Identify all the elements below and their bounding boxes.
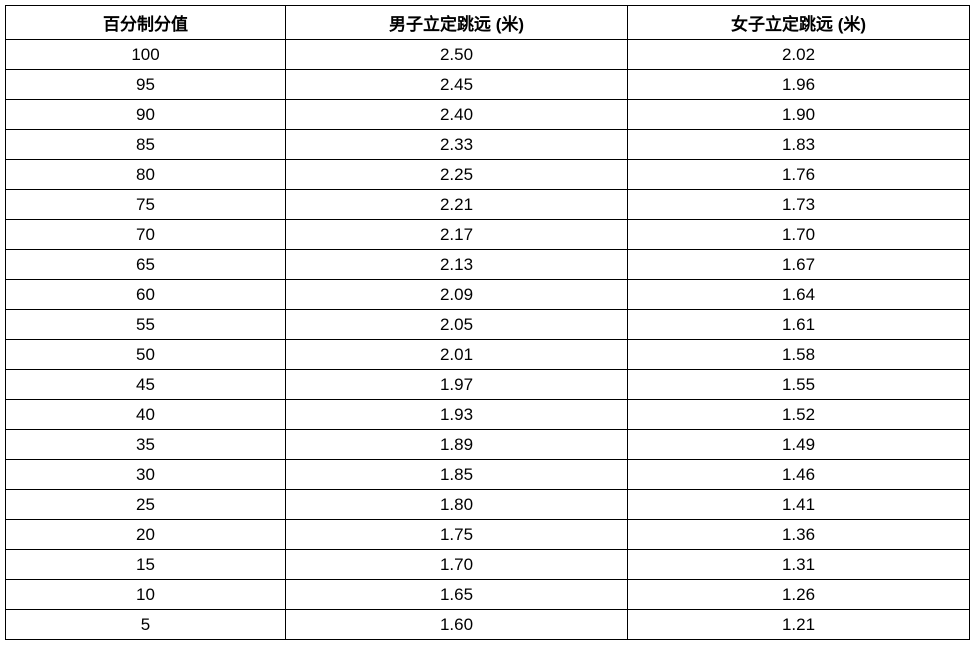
table-cell: 1.64 bbox=[628, 280, 970, 310]
table-cell: 35 bbox=[6, 430, 286, 460]
table-cell: 15 bbox=[6, 550, 286, 580]
header-row: 百分制分值 男子立定跳远 (米) 女子立定跳远 (米) bbox=[6, 6, 970, 40]
table-cell: 1.31 bbox=[628, 550, 970, 580]
table-row: 852.331.83 bbox=[6, 130, 970, 160]
table-cell: 50 bbox=[6, 340, 286, 370]
table-cell: 20 bbox=[6, 520, 286, 550]
table-cell: 75 bbox=[6, 190, 286, 220]
table-row: 301.851.46 bbox=[6, 460, 970, 490]
table-row: 401.931.52 bbox=[6, 400, 970, 430]
table-cell: 90 bbox=[6, 100, 286, 130]
col-header-male-jump: 男子立定跳远 (米) bbox=[286, 6, 628, 40]
table-header: 百分制分值 男子立定跳远 (米) 女子立定跳远 (米) bbox=[6, 6, 970, 40]
table-cell: 1.41 bbox=[628, 490, 970, 520]
table-cell: 100 bbox=[6, 40, 286, 70]
score-table: 百分制分值 男子立定跳远 (米) 女子立定跳远 (米) 1002.502.029… bbox=[5, 5, 970, 640]
table-cell: 1.21 bbox=[628, 610, 970, 640]
table-cell: 70 bbox=[6, 220, 286, 250]
table-row: 1002.502.02 bbox=[6, 40, 970, 70]
table-cell: 2.21 bbox=[286, 190, 628, 220]
table-cell: 25 bbox=[6, 490, 286, 520]
table-cell: 1.85 bbox=[286, 460, 628, 490]
table-row: 902.401.90 bbox=[6, 100, 970, 130]
table-row: 752.211.73 bbox=[6, 190, 970, 220]
table-row: 51.601.21 bbox=[6, 610, 970, 640]
table-cell: 2.05 bbox=[286, 310, 628, 340]
table-cell: 5 bbox=[6, 610, 286, 640]
table-cell: 1.96 bbox=[628, 70, 970, 100]
table-row: 952.451.96 bbox=[6, 70, 970, 100]
table-cell: 1.49 bbox=[628, 430, 970, 460]
table-cell: 1.60 bbox=[286, 610, 628, 640]
table-cell: 1.46 bbox=[628, 460, 970, 490]
table-row: 652.131.67 bbox=[6, 250, 970, 280]
table-row: 351.891.49 bbox=[6, 430, 970, 460]
table-cell: 2.02 bbox=[628, 40, 970, 70]
table-cell: 45 bbox=[6, 370, 286, 400]
table-cell: 1.58 bbox=[628, 340, 970, 370]
table-cell: 95 bbox=[6, 70, 286, 100]
table-cell: 2.13 bbox=[286, 250, 628, 280]
table-row: 251.801.41 bbox=[6, 490, 970, 520]
table-cell: 1.65 bbox=[286, 580, 628, 610]
col-header-female-jump: 女子立定跳远 (米) bbox=[628, 6, 970, 40]
table-cell: 1.89 bbox=[286, 430, 628, 460]
table-row: 802.251.76 bbox=[6, 160, 970, 190]
table-row: 502.011.58 bbox=[6, 340, 970, 370]
table-cell: 1.55 bbox=[628, 370, 970, 400]
table-row: 101.651.26 bbox=[6, 580, 970, 610]
table-cell: 1.70 bbox=[628, 220, 970, 250]
table-cell: 2.50 bbox=[286, 40, 628, 70]
table-cell: 2.17 bbox=[286, 220, 628, 250]
table-cell: 2.09 bbox=[286, 280, 628, 310]
table-row: 702.171.70 bbox=[6, 220, 970, 250]
table-cell: 1.90 bbox=[628, 100, 970, 130]
table-cell: 60 bbox=[6, 280, 286, 310]
table-cell: 10 bbox=[6, 580, 286, 610]
table-cell: 85 bbox=[6, 130, 286, 160]
col-header-score: 百分制分值 bbox=[6, 6, 286, 40]
table-cell: 1.67 bbox=[628, 250, 970, 280]
table-cell: 1.97 bbox=[286, 370, 628, 400]
table-cell: 1.26 bbox=[628, 580, 970, 610]
table-row: 451.971.55 bbox=[6, 370, 970, 400]
table-cell: 1.76 bbox=[628, 160, 970, 190]
table-cell: 40 bbox=[6, 400, 286, 430]
table-cell: 1.93 bbox=[286, 400, 628, 430]
table-body: 1002.502.02952.451.96902.401.90852.331.8… bbox=[6, 40, 970, 640]
table-cell: 30 bbox=[6, 460, 286, 490]
table-cell: 1.61 bbox=[628, 310, 970, 340]
table-row: 602.091.64 bbox=[6, 280, 970, 310]
table-cell: 2.01 bbox=[286, 340, 628, 370]
table-cell: 2.33 bbox=[286, 130, 628, 160]
table-cell: 1.75 bbox=[286, 520, 628, 550]
table-cell: 1.70 bbox=[286, 550, 628, 580]
table-row: 552.051.61 bbox=[6, 310, 970, 340]
table-row: 201.751.36 bbox=[6, 520, 970, 550]
table-cell: 2.25 bbox=[286, 160, 628, 190]
table-cell: 1.80 bbox=[286, 490, 628, 520]
table-cell: 2.40 bbox=[286, 100, 628, 130]
table-row: 151.701.31 bbox=[6, 550, 970, 580]
table-cell: 2.45 bbox=[286, 70, 628, 100]
table-cell: 1.52 bbox=[628, 400, 970, 430]
table-cell: 1.36 bbox=[628, 520, 970, 550]
table-cell: 1.83 bbox=[628, 130, 970, 160]
table-cell: 1.73 bbox=[628, 190, 970, 220]
table-cell: 55 bbox=[6, 310, 286, 340]
table-cell: 80 bbox=[6, 160, 286, 190]
table-cell: 65 bbox=[6, 250, 286, 280]
